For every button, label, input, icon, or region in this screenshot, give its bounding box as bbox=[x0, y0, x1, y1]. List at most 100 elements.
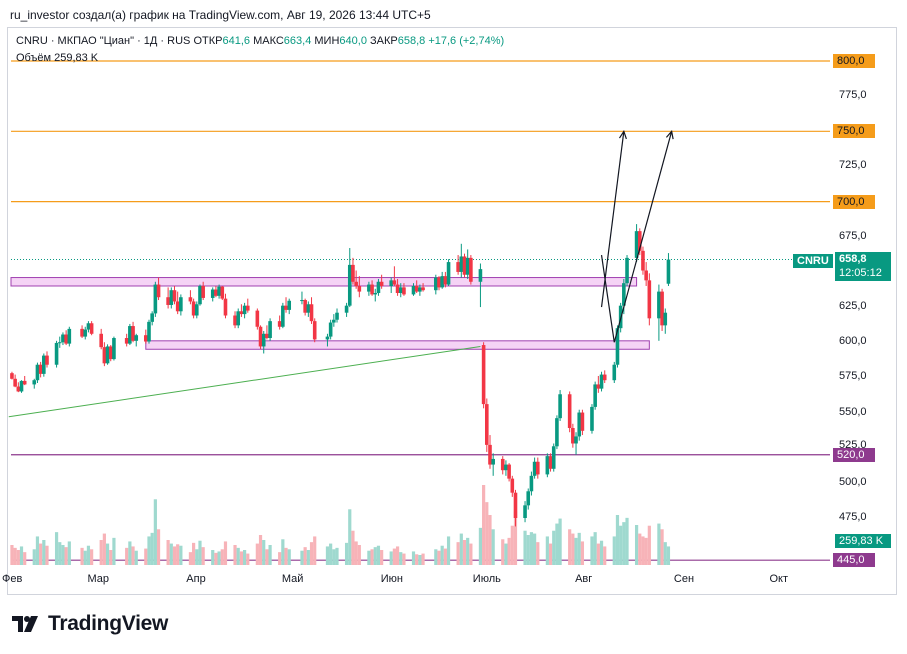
volume-bar bbox=[195, 549, 199, 565]
y-tick-label: 550,0 bbox=[839, 405, 867, 418]
volume-bar bbox=[389, 551, 393, 565]
candle-body bbox=[268, 321, 272, 339]
volume-bar bbox=[402, 553, 406, 565]
candle-body bbox=[287, 300, 292, 310]
volume-bar bbox=[603, 546, 607, 565]
trend-line bbox=[8, 345, 481, 418]
volume-bar bbox=[478, 527, 483, 565]
candle-body bbox=[32, 380, 37, 385]
volume-bar bbox=[644, 537, 648, 565]
candle-body bbox=[223, 298, 228, 316]
volume-bar bbox=[625, 517, 629, 565]
candle-body bbox=[335, 312, 339, 320]
candle-body bbox=[261, 333, 266, 347]
volume-bar bbox=[268, 545, 272, 565]
candle-body bbox=[210, 289, 215, 298]
candle-body bbox=[500, 458, 505, 471]
volume-layer bbox=[10, 485, 671, 565]
candle-body bbox=[485, 404, 489, 445]
candle-body bbox=[373, 293, 378, 295]
volume-bar bbox=[507, 537, 511, 565]
volume-bar bbox=[313, 536, 317, 565]
candle-body bbox=[284, 305, 288, 310]
volume-bar bbox=[392, 548, 396, 565]
drawings-layer bbox=[8, 129, 674, 418]
volume-bar bbox=[58, 542, 62, 565]
candle-body bbox=[57, 342, 62, 344]
volume-bar bbox=[612, 536, 616, 565]
x-tick-label: Май bbox=[281, 573, 304, 585]
candle-body bbox=[446, 262, 451, 285]
candle-body bbox=[108, 346, 113, 360]
candle-body bbox=[239, 311, 244, 315]
volume-bar bbox=[198, 540, 202, 565]
volume-bar bbox=[239, 551, 244, 565]
volume-bar bbox=[83, 550, 87, 565]
volume-bar bbox=[278, 552, 282, 565]
volume-bar bbox=[462, 540, 467, 565]
candle-body bbox=[548, 456, 553, 469]
candle-body bbox=[54, 342, 59, 365]
candle-body bbox=[434, 277, 438, 291]
volume-bar bbox=[214, 552, 218, 565]
level-tag: 800,0 bbox=[833, 54, 875, 68]
volume-label: Объём bbox=[16, 52, 52, 64]
candle-body bbox=[214, 289, 218, 296]
open-value: 641,6 bbox=[222, 35, 250, 47]
zone-2 bbox=[145, 340, 650, 350]
candle-body bbox=[258, 326, 263, 347]
candle-body bbox=[376, 281, 381, 294]
volume-bar bbox=[399, 552, 403, 565]
volume-bar bbox=[501, 539, 505, 565]
candle-body bbox=[513, 492, 518, 518]
volume-bar bbox=[536, 542, 540, 565]
volume-bar bbox=[376, 545, 381, 565]
volume-bar bbox=[615, 515, 620, 565]
volume-bar bbox=[134, 550, 138, 565]
volume-bar bbox=[344, 542, 349, 565]
candles-layer bbox=[10, 224, 671, 527]
level-tag: 445,0 bbox=[833, 553, 875, 568]
volume-bar bbox=[456, 542, 460, 565]
x-tick-label: Мар bbox=[87, 573, 110, 585]
volume-bar bbox=[281, 539, 285, 565]
y-tick-label: 475,0 bbox=[839, 511, 867, 523]
volume-bar bbox=[80, 547, 84, 565]
candle-body bbox=[242, 305, 247, 315]
candle-body bbox=[64, 334, 68, 344]
levels-layer bbox=[11, 60, 830, 561]
volume-bar bbox=[179, 545, 183, 565]
candle-body bbox=[245, 305, 250, 311]
candle-body bbox=[344, 305, 349, 313]
volume-bar bbox=[373, 547, 377, 565]
volume-bar bbox=[112, 537, 116, 565]
tradingview-logo[interactable]: TradingView bbox=[12, 612, 168, 636]
candle-body bbox=[459, 256, 464, 272]
volume-bar bbox=[657, 523, 661, 565]
volume-bar bbox=[64, 547, 68, 565]
volume-bar bbox=[437, 550, 441, 565]
candle-body bbox=[38, 364, 43, 374]
volume-bar bbox=[192, 542, 196, 565]
candle-body bbox=[347, 264, 352, 306]
volume-bar bbox=[459, 533, 463, 565]
volume-bar bbox=[150, 532, 154, 565]
volume-bar bbox=[526, 535, 530, 565]
candle-body bbox=[367, 284, 371, 292]
level-tag: 520,0 bbox=[833, 447, 875, 462]
candle-body bbox=[504, 464, 508, 471]
volume-bar bbox=[246, 553, 250, 565]
candle-body bbox=[147, 321, 151, 342]
volume-bar bbox=[571, 533, 575, 565]
volume-bar bbox=[411, 551, 416, 565]
candle-body bbox=[255, 310, 260, 327]
candle-body bbox=[22, 380, 27, 385]
candle-body bbox=[462, 256, 467, 275]
candle-body bbox=[488, 444, 492, 465]
close-value: 658,8 bbox=[397, 35, 426, 47]
volume-bar bbox=[555, 523, 559, 565]
x-tick-label: Апр bbox=[186, 573, 206, 585]
y-tick-label: 625,0 bbox=[839, 300, 867, 313]
y-tick-label: 500,0 bbox=[839, 475, 867, 488]
